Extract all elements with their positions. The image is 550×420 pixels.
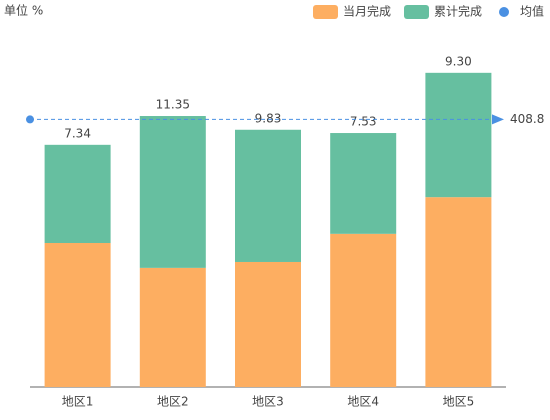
x-tick-label: 地区3 xyxy=(252,395,284,409)
bar-segment xyxy=(44,144,111,243)
legend-swatch xyxy=(499,7,509,17)
bar-segment xyxy=(235,261,301,387)
legend-label: 当月完成 xyxy=(343,4,391,19)
bar-segment xyxy=(139,267,206,387)
bar-label: 7.53 xyxy=(350,115,377,129)
legend-label: 均值 xyxy=(520,4,544,19)
bar-label: 7.34 xyxy=(64,126,91,140)
legend-swatch xyxy=(404,5,429,19)
bar-segment xyxy=(44,243,111,387)
x-tick-label: 地区2 xyxy=(157,395,189,409)
bar-segment xyxy=(425,72,492,198)
bar-segment xyxy=(330,133,397,234)
unit-label: 单位 % xyxy=(4,3,43,18)
x-tick-label: 地区1 xyxy=(62,395,94,409)
mean-arrow xyxy=(492,114,504,125)
bar-segment xyxy=(330,233,397,387)
x-tick-label: 地区5 xyxy=(443,395,475,409)
bar-label: 11.35 xyxy=(156,98,190,112)
bar-segment xyxy=(139,116,206,268)
x-tick-label: 地区4 xyxy=(347,395,379,409)
bar-segment xyxy=(425,197,492,387)
bar-label: 9.83 xyxy=(255,111,282,125)
mean-start xyxy=(26,115,34,124)
legend-swatch xyxy=(313,5,338,19)
bar-label: 9.30 xyxy=(445,54,472,68)
legend-label: 累计完成 xyxy=(434,4,482,19)
bar-segment xyxy=(235,129,301,262)
mean-label: 408.8 xyxy=(510,112,544,126)
